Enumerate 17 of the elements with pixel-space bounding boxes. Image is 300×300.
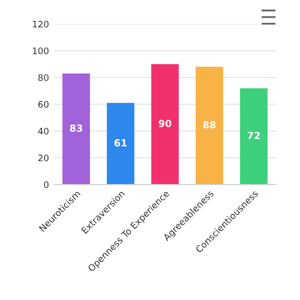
data-label: 83 [70,124,82,132]
y-tick-label: 80 [38,74,49,82]
bar [240,88,268,184]
y-tick-label: 20 [38,154,49,162]
y-tick-label: 100 [32,47,49,54]
y-tick-label: 40 [38,128,49,135]
data-label: 72 [248,132,260,140]
bar [151,64,179,184]
data-label: 61 [114,139,127,147]
y-tick-label: 60 [38,100,49,108]
y-tick-label: 120 [32,20,49,28]
bar [62,73,90,184]
data-label: 90 [158,120,172,128]
bar [196,66,224,184]
bar [106,102,134,184]
y-tick-label: 0 [44,181,49,188]
data-label: 88 [203,121,216,128]
